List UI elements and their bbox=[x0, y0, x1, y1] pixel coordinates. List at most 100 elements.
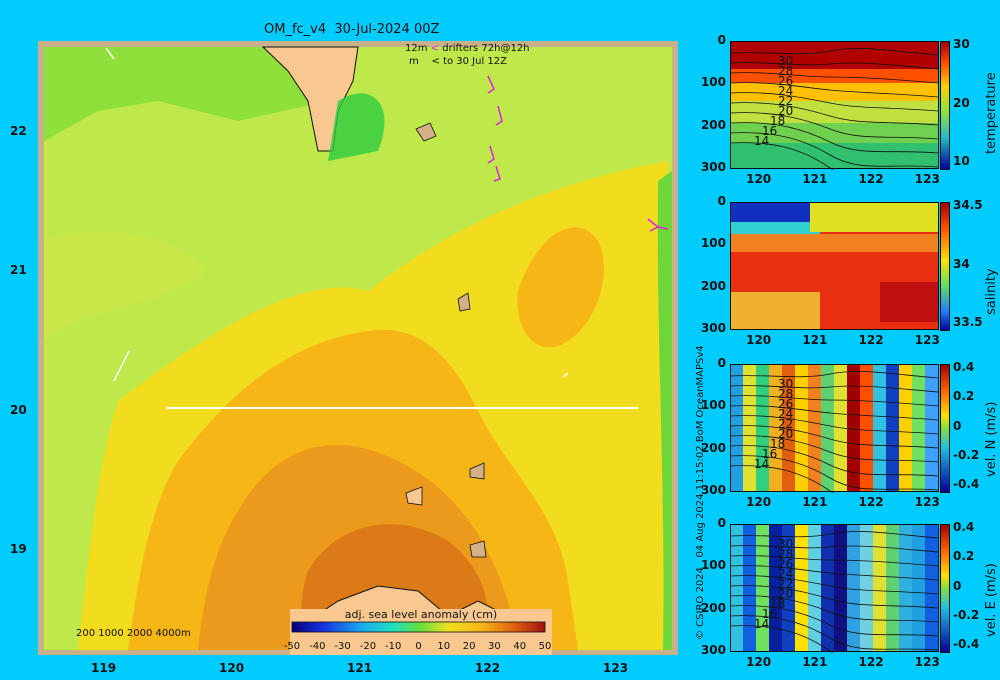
contour-label: 24 bbox=[778, 567, 793, 581]
panel-x-tick: 123 bbox=[914, 172, 940, 186]
map-y-tick: 20 bbox=[10, 402, 27, 417]
panel-y-tick: 0 bbox=[717, 194, 726, 208]
panel-colorbar-tick: 10 bbox=[953, 154, 970, 168]
panel-x-tick: 121 bbox=[802, 495, 828, 509]
panel-y-tick: 0 bbox=[717, 516, 726, 530]
panel-colorbar-tick: -0.4 bbox=[953, 477, 980, 491]
panel-x-tick: 121 bbox=[802, 655, 828, 669]
map-x-tick: 123 bbox=[603, 661, 629, 675]
map-x-tick: 122 bbox=[475, 661, 501, 675]
contour-label: 22 bbox=[778, 577, 793, 591]
panel-colorbar-tick: 0 bbox=[953, 578, 962, 593]
drifter-legend-line-1b: drifters 72h@12h bbox=[442, 43, 530, 54]
panel-colorbar-tick: 34 bbox=[953, 256, 970, 271]
map-colorbar-tick: -50 bbox=[284, 641, 300, 652]
map-colorbar-title: adj. sea level anomaly (cm) bbox=[345, 608, 497, 621]
contour-label: 16 bbox=[762, 124, 777, 138]
map-colorbar-tick: 30 bbox=[488, 641, 501, 652]
map-y-tick: 21 bbox=[10, 263, 27, 278]
section-panel-salinity bbox=[730, 202, 939, 330]
contour-label: 24 bbox=[778, 84, 793, 98]
contour-label: 14 bbox=[754, 134, 769, 148]
panel-label-temperature: temperature bbox=[984, 72, 999, 154]
panel-x-tick: 123 bbox=[914, 495, 940, 509]
panel-x-tick: 120 bbox=[746, 495, 772, 509]
map-x-tick: 120 bbox=[219, 661, 245, 675]
panel-x-tick: 122 bbox=[858, 495, 884, 509]
contour-label: 30 bbox=[778, 377, 793, 391]
panel-x-tick: 122 bbox=[858, 333, 884, 347]
contour-label: 20 bbox=[778, 104, 793, 118]
map-colorbar-tick: 10 bbox=[437, 641, 450, 652]
panel-x-tick: 123 bbox=[914, 333, 940, 347]
contour-label: 14 bbox=[754, 457, 769, 471]
panel-label-salinity: salinity bbox=[984, 268, 999, 315]
panel-colorbar-tick: 0.4 bbox=[953, 520, 975, 534]
panel-x-tick: 122 bbox=[858, 172, 884, 186]
map-x-tick: 119 bbox=[91, 661, 117, 675]
panel-y-tick: 300 bbox=[700, 643, 726, 657]
panel-y-tick: 200 bbox=[700, 600, 726, 615]
contour-label: 22 bbox=[778, 94, 793, 108]
map-colorbar-tick: -30 bbox=[334, 641, 350, 652]
map-colorbar-tick: 20 bbox=[463, 641, 476, 652]
panel-y-tick: 100 bbox=[700, 75, 726, 90]
contour-label: 16 bbox=[762, 447, 777, 461]
map-colorbar-tick: -20 bbox=[360, 641, 376, 652]
contour-label: 28 bbox=[778, 64, 793, 78]
panel-colorbar-salinity bbox=[940, 202, 950, 331]
contour-label: 28 bbox=[778, 547, 793, 561]
contour-label: 16 bbox=[762, 607, 777, 621]
panel-colorbar-tick: 33.5 bbox=[953, 315, 983, 329]
contour-label: 14 bbox=[754, 617, 769, 631]
drifter-legend-line-1a: 12m bbox=[405, 43, 428, 54]
contour-label: 30 bbox=[778, 537, 793, 551]
contour-label: 26 bbox=[778, 74, 793, 88]
panel-colorbar-vel_e bbox=[940, 524, 950, 653]
map-colorbar-tick: 40 bbox=[513, 641, 526, 652]
contour-label: 18 bbox=[770, 437, 785, 451]
panel-colorbar-tick: 0 bbox=[953, 418, 962, 433]
panel-colorbar-tick: 0.4 bbox=[953, 360, 975, 374]
panel-colorbar-tick: 0.2 bbox=[953, 389, 975, 404]
panel-label-vel_n: vel. N (m/s) bbox=[984, 401, 999, 477]
contour-label: 18 bbox=[770, 114, 785, 128]
panel-colorbar-tick: 20 bbox=[953, 95, 970, 110]
drifter-legend-line-2a: m bbox=[409, 56, 419, 67]
panel-y-tick: 200 bbox=[700, 440, 726, 455]
contour-label: 26 bbox=[778, 557, 793, 571]
contour-label: 30 bbox=[778, 54, 793, 68]
contour-label: 22 bbox=[778, 417, 793, 431]
panel-label-vel_e: vel. E (m/s) bbox=[984, 563, 999, 637]
contour-label: 24 bbox=[778, 407, 793, 421]
panel-colorbar-tick: 0.2 bbox=[953, 549, 975, 564]
map-y-tick: 19 bbox=[10, 542, 27, 557]
panel-colorbar-temperature bbox=[940, 41, 950, 170]
contour-label: 18 bbox=[770, 597, 785, 611]
panel-y-tick: 100 bbox=[700, 236, 726, 251]
panel-colorbar-tick: 34.5 bbox=[953, 198, 983, 212]
drifter-legend: 12m < drifters 72h@12h m < to 30 Jul 12Z bbox=[405, 43, 530, 67]
map-colorbar bbox=[291, 621, 546, 633]
panel-x-tick: 120 bbox=[746, 172, 772, 186]
panel-x-tick: 120 bbox=[746, 333, 772, 347]
map-x-tick: 121 bbox=[347, 661, 373, 675]
panel-y-tick: 200 bbox=[700, 117, 726, 132]
panel-y-tick: 0 bbox=[717, 356, 726, 370]
panel-x-tick: 122 bbox=[858, 655, 884, 669]
panel-y-tick: 300 bbox=[700, 483, 726, 497]
drifter-legend-line-2b: to 30 Jul 12Z bbox=[443, 56, 507, 67]
panel-colorbar-tick: 30 bbox=[953, 37, 970, 51]
panel-y-tick: 0 bbox=[717, 33, 726, 47]
sea-level-map: adj. sea level anomaly (cm) bbox=[38, 41, 678, 655]
panel-x-tick: 121 bbox=[802, 333, 828, 347]
panel-y-tick: 300 bbox=[700, 321, 726, 335]
panel-colorbar-tick: -0.2 bbox=[953, 447, 980, 462]
panel-colorbar-vel_n bbox=[940, 364, 950, 493]
panel-x-tick: 121 bbox=[802, 172, 828, 186]
map-colorbar-tick: -10 bbox=[385, 641, 401, 652]
contour-label: 28 bbox=[778, 387, 793, 401]
panel-y-tick: 100 bbox=[700, 558, 726, 573]
